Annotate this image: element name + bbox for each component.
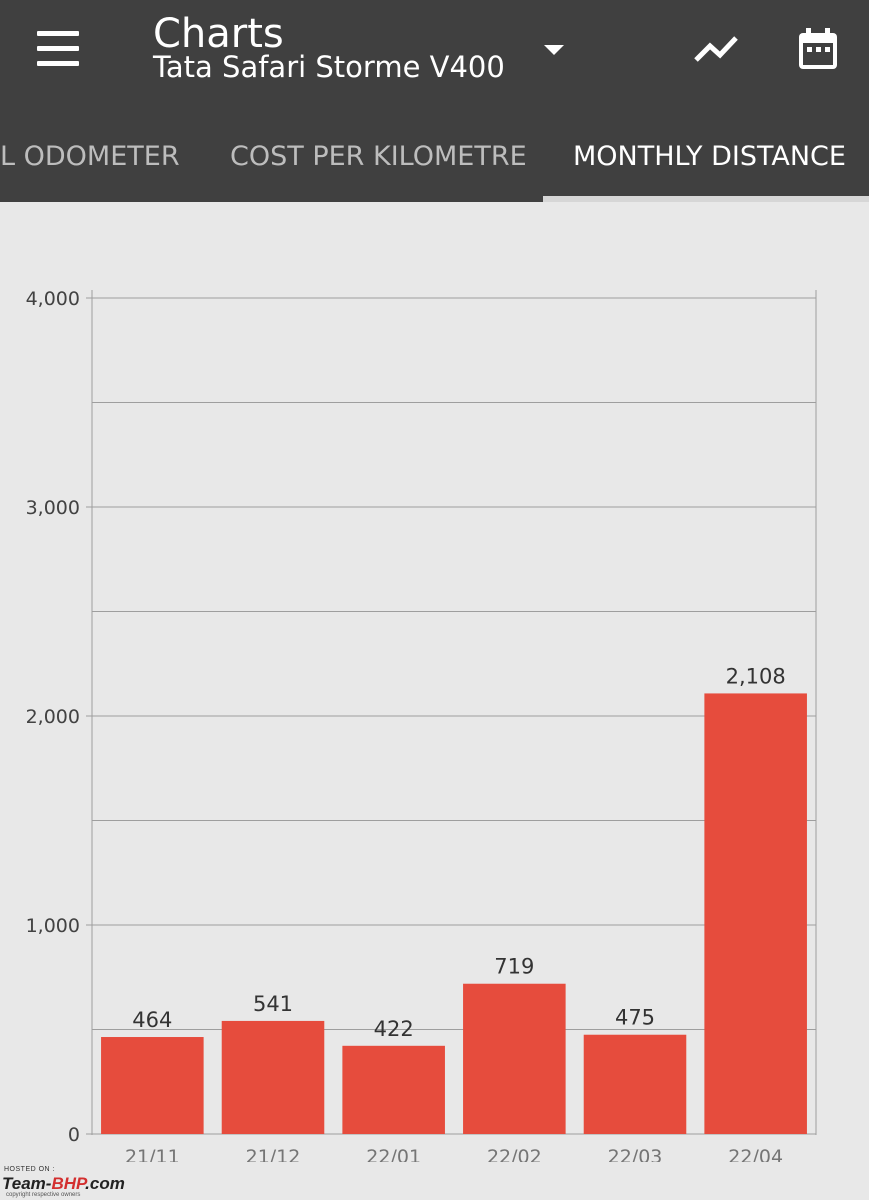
bar-21-11 [101, 1037, 204, 1134]
watermark-bottom: copyright respective owners [6, 1192, 81, 1198]
y-tick-label: 0 [68, 1124, 80, 1146]
monthly-distance-chart: 0 1,000 2,000 3,000 4,000 464 21/11 541 21/12 422… [26, 288, 817, 1162]
caret-down-icon[interactable] [540, 40, 568, 60]
bar-22-03 [583, 1034, 687, 1134]
x-tick-label: 21/11 [125, 1146, 180, 1162]
tab-odometer[interactable]: L ODOMETER [0, 141, 180, 172]
bar-value-label: 422 [374, 1017, 414, 1041]
bar-value-label: 2,108 [726, 664, 786, 688]
bar-22-02 [463, 983, 566, 1134]
active-tab-indicator [543, 196, 869, 202]
y-tick-label: 2,000 [26, 706, 80, 728]
hamburger-menu-icon[interactable] [37, 31, 79, 67]
x-tick-label: 22/03 [608, 1146, 663, 1162]
calendar-icon[interactable] [795, 26, 841, 72]
bar-22-04 [704, 693, 807, 1134]
bar-22-01 [342, 1045, 445, 1134]
watermark-logo: Team-BHP.com [2, 1174, 125, 1193]
bar-value-label: 475 [615, 1006, 655, 1030]
x-tick-label: 22/01 [366, 1146, 421, 1162]
tab-monthly-distance[interactable]: MONTHLY DISTANCE [573, 141, 846, 172]
vehicle-name: Tata Safari Storme V400 [153, 50, 505, 84]
x-tick-label: 22/02 [487, 1146, 542, 1162]
page-title: Charts [153, 11, 284, 57]
app-bar: Charts Tata Safari Storme V400 L ODOMETE… [0, 0, 869, 202]
watermark-top: HOSTED ON : [4, 1166, 56, 1173]
bar-value-label: 541 [253, 992, 293, 1016]
bar-21-12 [221, 1020, 325, 1134]
bar-value-label: 464 [132, 1008, 172, 1032]
tab-cost-per-kilometre[interactable]: COST PER KILOMETRE [230, 141, 527, 172]
x-tick-label: 21/12 [246, 1146, 301, 1162]
y-tick-label: 3,000 [26, 497, 80, 519]
y-tick-label: 1,000 [26, 915, 80, 937]
trend-line-icon[interactable] [690, 28, 742, 70]
watermark: HOSTED ON : Team-BHP.com copyright respe… [2, 1166, 162, 1198]
y-tick-label: 4,000 [26, 288, 80, 310]
bar-value-label: 719 [494, 955, 534, 979]
x-tick-label: 22/04 [728, 1146, 783, 1162]
